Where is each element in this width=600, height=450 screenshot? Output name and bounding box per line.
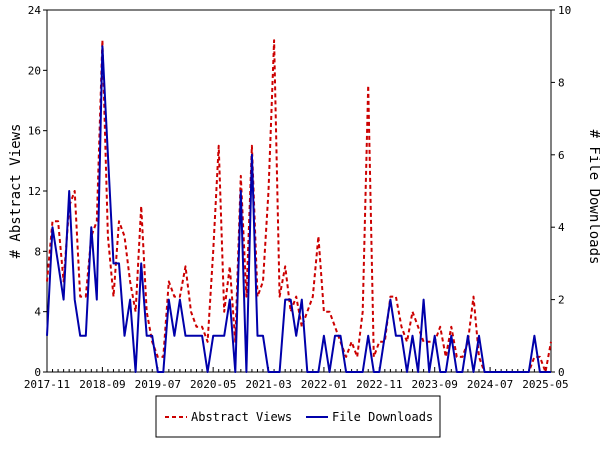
legend-box (155, 395, 441, 438)
series-layer (46, 39, 552, 373)
right-axis-title: # File Downloads (586, 130, 600, 265)
x-tick-label: 2022-11 (356, 378, 402, 391)
left-tick-label: 0 (34, 366, 41, 379)
left-tick-label: 24 (28, 4, 42, 17)
x-tick-label: 2022-01 (301, 378, 347, 391)
right-tick-label: 6 (558, 149, 565, 162)
x-tick-label: 2024-07 (467, 378, 513, 391)
x-tick-label: 2021-03 (245, 378, 291, 391)
x-axis: 2017-11 2018-09 2019-07 2020-05 2021-03 2022-… (24, 367, 569, 391)
right-axis: 0 2 4 6 8 10 (551, 4, 571, 379)
left-tick-label: 12 (28, 185, 41, 198)
series-line-file-downloads (46, 45, 551, 373)
legend: Abstract Views File Downloads (155, 395, 441, 438)
left-tick-label: 8 (34, 245, 41, 258)
x-tick-label: 2023-09 (412, 378, 458, 391)
right-tick-label: 10 (558, 4, 571, 17)
left-tick-label: 20 (28, 64, 41, 77)
left-tick-label: 4 (34, 306, 41, 319)
x-tick-label: 2020-05 (190, 378, 236, 391)
x-tick-label: 2025-05 (522, 378, 568, 391)
legend-label-file-downloads: File Downloads (332, 410, 433, 424)
right-tick-label: 0 (558, 366, 565, 379)
right-tick-label: 4 (558, 221, 565, 234)
right-tick-label: 2 (558, 294, 565, 307)
left-axis: 0 4 8 12 16 20 24 (28, 4, 47, 379)
left-tick-label: 16 (28, 125, 41, 138)
left-axis-title: # Abstract Views (8, 124, 24, 259)
right-tick-label: 8 (558, 76, 565, 89)
x-tick-label: 2019-07 (135, 378, 181, 391)
x-tick-label: 2018-09 (79, 378, 125, 391)
legend-label-abstract-views: Abstract Views (191, 410, 292, 424)
x-tick-label: 2017-11 (24, 378, 70, 391)
